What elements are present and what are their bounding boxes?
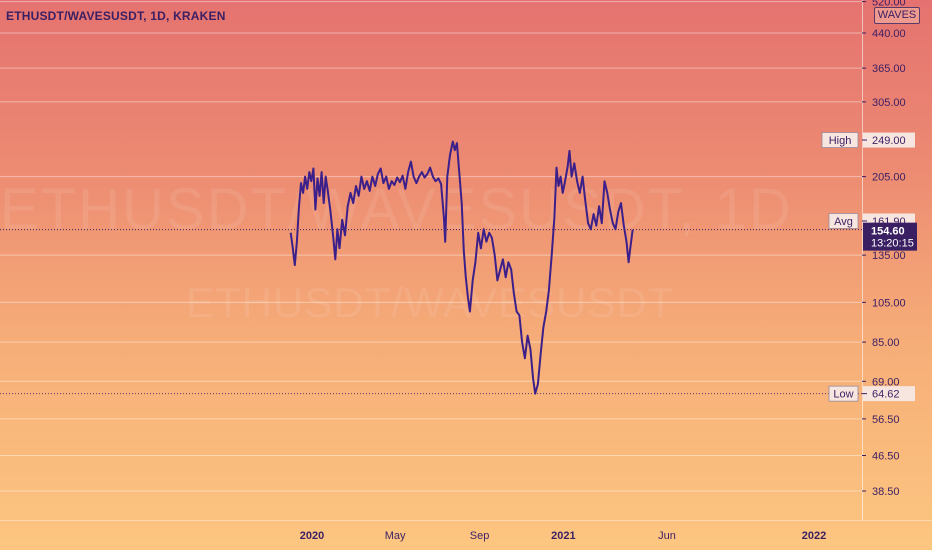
low-tag-box xyxy=(828,385,859,402)
high-value: 249.00 xyxy=(872,135,906,147)
high-marker: High 249.00 xyxy=(821,132,915,148)
x-tick-label: 2020 xyxy=(300,530,324,542)
y-tick-label: 85.00 xyxy=(872,337,900,349)
y-tick-label: 135.00 xyxy=(872,250,906,262)
y-tick-label: 105.00 xyxy=(872,297,906,309)
high-value-box xyxy=(863,132,915,148)
y-tick-label: 520.00 xyxy=(872,0,906,9)
x-tick-label: Jun xyxy=(658,530,676,542)
low-marker: Low 64.62 xyxy=(828,385,915,402)
x-tick-label: May xyxy=(385,530,406,542)
avg-tag-box xyxy=(828,213,859,229)
y-tick-label: 69.00 xyxy=(872,376,900,388)
high-tag-box xyxy=(821,132,859,148)
price-series-line xyxy=(289,140,634,395)
x-tick-label: 2021 xyxy=(551,530,575,542)
unit-badge[interactable]: WAVES xyxy=(874,7,920,24)
y-tick-label: 56.50 xyxy=(872,414,900,426)
y-tick-label: 440.00 xyxy=(872,28,906,40)
y-tick-label: 46.50 xyxy=(872,451,900,463)
y-axis-labels: 520.00 440.00 365.00 305.00 205.00 135.00 105.… xyxy=(862,0,906,498)
low-value-box xyxy=(863,386,915,402)
y-tick-label: 365.00 xyxy=(872,63,906,75)
current-price-value: 154.60 xyxy=(871,226,905,238)
low-tag-label: Low xyxy=(833,389,853,401)
x-tick-label: Sep xyxy=(470,530,490,542)
x-tick-label: 2022 xyxy=(802,530,826,542)
avg-tag-label: Avg xyxy=(834,216,853,228)
x-axis-labels: 2020 May Sep 2021 Jun 2022 xyxy=(300,530,826,542)
chart-title: ETHUSDT/WAVESUSDT, 1D, KRAKEN xyxy=(6,9,226,23)
y-tick-label: 38.50 xyxy=(872,486,900,498)
y-tick-label: 205.00 xyxy=(872,172,906,184)
current-price-box xyxy=(863,222,917,251)
low-value: 64.62 xyxy=(872,389,900,401)
high-tag-label: High xyxy=(829,135,852,147)
grid-lines xyxy=(0,1,862,492)
watermark-large: ETHUSDT/WAVESUSDT, 1D xyxy=(0,177,793,242)
bar-countdown: 13:20:15 xyxy=(871,238,914,250)
watermark-small: ETHUSDT/WAVESUSDT xyxy=(186,279,675,326)
y-tick-label: 305.00 xyxy=(872,97,906,109)
